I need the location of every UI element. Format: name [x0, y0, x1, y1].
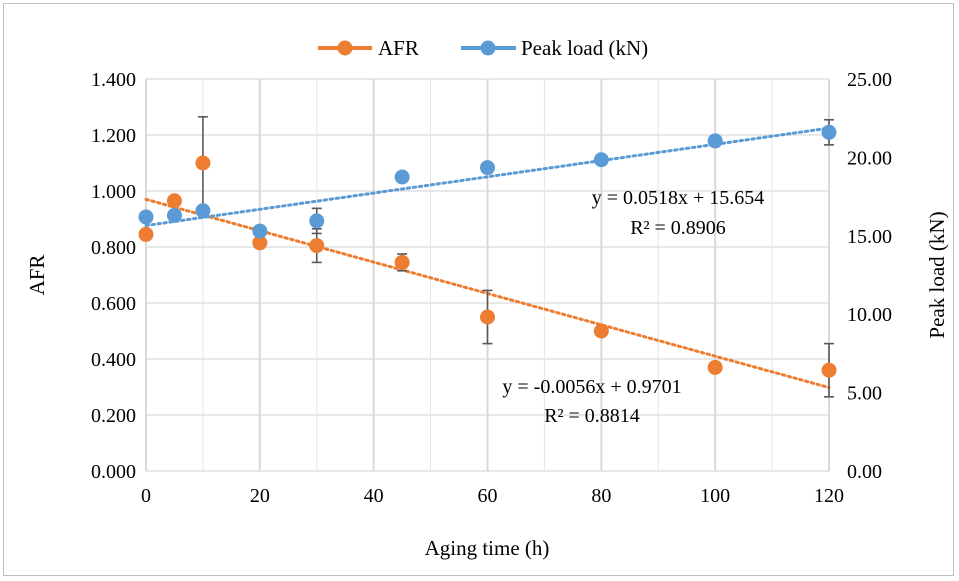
afr-data-point: [309, 238, 325, 254]
x-tick-label: 120: [814, 485, 844, 507]
afr-trendline-equation: y = -0.0056x + 0.9701: [502, 376, 681, 398]
x-tick-label: 0: [141, 485, 151, 507]
legend-marker-afr: [337, 40, 353, 56]
afr-data-point: [480, 309, 495, 325]
peak-load-data-point: [166, 207, 182, 223]
y-right-tick-label: 20.00: [847, 147, 892, 169]
legend-marker-peak-load: [480, 40, 496, 56]
x-tick-label: 40: [364, 485, 384, 507]
peak-load-data-point: [707, 133, 723, 149]
legend-item-afr: AFR: [318, 36, 419, 60]
y-right-tick-label: 0.00: [847, 461, 882, 483]
y-right-axis-title: Peak load (kN): [925, 211, 949, 338]
afr-data-point: [394, 254, 410, 270]
peak-load-data-point: [309, 213, 325, 229]
legend: AFR Peak load (kN): [318, 36, 648, 60]
peak-load-data-point: [480, 160, 495, 176]
y-left-tick-label: 0.000: [91, 461, 136, 483]
x-tick-label: 60: [478, 485, 498, 507]
y-left-axis-title: AFR: [25, 255, 49, 296]
peak-load-data-point: [252, 223, 268, 239]
peak-load-data-point: [195, 203, 211, 219]
y-right-tick-label: 25.00: [847, 69, 892, 91]
afr-data-point: [821, 362, 837, 378]
y-right-tick-label: 10.00: [847, 304, 892, 326]
y-left-tick-label: 0.600: [91, 293, 136, 315]
y-left-tick-label: 0.200: [91, 405, 136, 427]
afr-data-point: [195, 155, 211, 171]
y-left-tick-label: 1.200: [91, 125, 136, 147]
legend-item-peak-load: Peak load (kN): [461, 36, 648, 60]
y-left-tick-label: 1.400: [91, 69, 136, 91]
peak-load-data-point: [138, 209, 154, 225]
y-right-tick-label: 5.00: [847, 383, 882, 405]
peak-load-data-point: [394, 169, 410, 185]
peak-load-trendline-r2: R² = 0.8906: [630, 217, 726, 239]
peak-load-data-point: [593, 152, 609, 168]
afr-data-point: [593, 323, 609, 339]
error-bars: [197, 116, 834, 398]
y-left-tick-label: 0.800: [91, 237, 136, 259]
x-tick-label: 100: [700, 485, 730, 507]
afr-data-point: [138, 226, 154, 242]
x-tick-label: 20: [250, 485, 270, 507]
afr-data-point: [252, 235, 268, 251]
afr-data-point: [707, 359, 723, 375]
data-points: [138, 124, 837, 378]
peak-load-data-point: [821, 124, 837, 140]
y-left-tick-label: 1.000: [91, 181, 136, 203]
legend-label-afr: AFR: [378, 36, 419, 60]
y-left-tick-label: 0.400: [91, 349, 136, 371]
grid: [145, 78, 830, 472]
x-tick-label: 80: [591, 485, 611, 507]
afr-trendline-r2: R² = 0.8814: [544, 405, 640, 427]
tick-labels: 0.0000.2000.4000.6000.8001.0001.2001.400…: [91, 69, 892, 507]
y-right-tick-label: 15.00: [847, 226, 892, 248]
legend-label-peak-load: Peak load (kN): [521, 36, 648, 60]
afr-data-point: [166, 193, 182, 209]
x-axis-title: Aging time (h): [425, 536, 550, 560]
peak-load-trendline-equation: y = 0.0518x + 15.654: [592, 187, 765, 209]
